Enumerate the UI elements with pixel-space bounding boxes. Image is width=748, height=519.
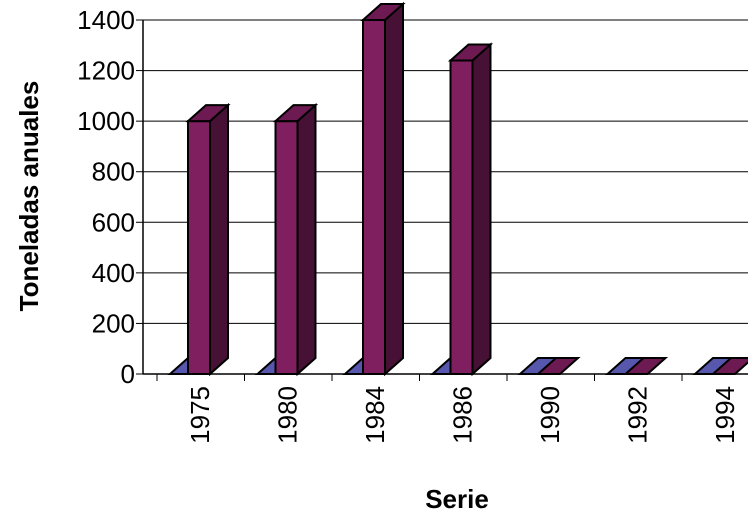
bar-side <box>209 102 229 377</box>
y-tick-label: 1200 <box>77 56 135 86</box>
y-tick-label: 400 <box>92 258 135 288</box>
x-tick-label-1990: 1990 <box>535 386 565 444</box>
gridlines <box>143 19 748 375</box>
y-tick-label: 1400 <box>77 5 135 35</box>
bar-front <box>187 120 211 376</box>
y-tick-label: 0 <box>121 359 135 389</box>
bar-1986-s2 <box>447 42 494 377</box>
bar-top <box>272 104 319 123</box>
bar-side <box>471 42 492 377</box>
bar-front <box>449 59 474 375</box>
bar-top <box>360 3 406 21</box>
x-tick-label-1984: 1984 <box>360 386 390 444</box>
y-tick-label: 1000 <box>77 106 135 136</box>
bar-top <box>185 104 231 123</box>
x-axis-title: Serie <box>425 484 489 514</box>
bars <box>167 1 748 377</box>
bar-1975-s2 <box>185 102 231 377</box>
x-tick-label-1994: 1994 <box>710 386 740 444</box>
bar-side <box>296 102 317 377</box>
y-tick-label: 600 <box>92 207 135 237</box>
x-axis: 1975 1980 1984 1986 1990 1992 1994 <box>143 373 748 444</box>
y-tick-label: 800 <box>92 157 135 187</box>
bar-1984-s2 <box>360 1 406 377</box>
bar-front <box>362 19 386 375</box>
y-tick-label: 200 <box>92 308 135 338</box>
bar-front <box>274 120 299 376</box>
bar-top <box>447 43 494 62</box>
y-axis-title: Toneladas anuales <box>14 81 44 312</box>
y-axis: 0 200 400 600 800 1000 1200 1400 <box>77 5 144 389</box>
x-tick-label-1980: 1980 <box>273 386 303 444</box>
x-tick-label-1986: 1986 <box>448 386 478 444</box>
x-tick-label-1992: 1992 <box>623 386 653 444</box>
x-tick-label-1975: 1975 <box>185 386 215 444</box>
bar-1980-s2 <box>272 102 319 377</box>
bar-side <box>384 1 404 377</box>
